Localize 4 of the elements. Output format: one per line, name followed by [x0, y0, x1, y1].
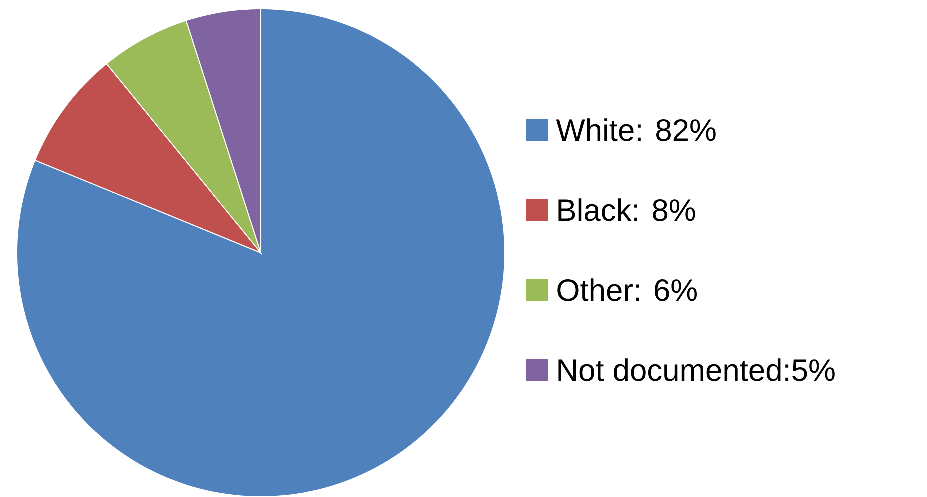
legend-label: Black: 8% — [558, 198, 696, 222]
legend-label: White: 82% — [556, 118, 716, 142]
legend-label: Other: 6% — [558, 278, 697, 302]
legend-label: Not documented:5% — [558, 358, 835, 382]
